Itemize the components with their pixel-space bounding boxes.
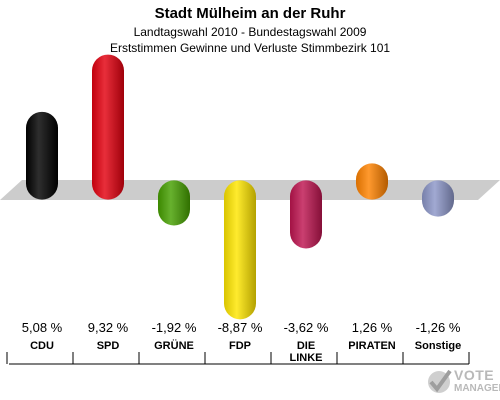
category-label: SPD bbox=[97, 340, 120, 352]
category-label: PIRATEN bbox=[348, 340, 396, 352]
bar-sonstige bbox=[422, 180, 454, 217]
bar-grüne bbox=[158, 180, 190, 226]
value-label: -1,26 % bbox=[416, 320, 461, 335]
bar-die-linke bbox=[290, 180, 322, 249]
bar-spd bbox=[92, 54, 124, 200]
value-labels-group: 5,08 % 9,32 % -1,92 % -8,87 % -3,62 % 1,26 % -… bbox=[22, 320, 461, 335]
logo-text-manager: MANAGER bbox=[454, 383, 500, 394]
category-label: Sonstige bbox=[415, 340, 461, 352]
chart-title: Stadt Mülheim an der Ruhr bbox=[155, 5, 346, 22]
category-label: GRÜNE bbox=[154, 339, 194, 352]
bar-piraten bbox=[356, 163, 388, 200]
chart-subtitle-1: Landtagswahl 2010 - Bundestagswahl 2009 bbox=[134, 25, 367, 39]
value-label: -3,62 % bbox=[284, 320, 329, 335]
category-label: LINKE bbox=[290, 352, 323, 364]
bar-fdp bbox=[224, 180, 256, 320]
category-label: CDU bbox=[30, 340, 54, 352]
category-label: DIE bbox=[297, 340, 315, 352]
value-label: -8,87 % bbox=[218, 320, 263, 335]
chart-subtitle-2: Erststimmen Gewinne und Verluste Stimmbe… bbox=[110, 41, 390, 55]
value-label: 5,08 % bbox=[22, 320, 63, 335]
vote-manager-logo: VOTE MANAGER bbox=[426, 365, 500, 400]
value-label: -1,92 % bbox=[152, 320, 197, 335]
category-label: FDP bbox=[229, 340, 251, 352]
ballot-check-icon bbox=[428, 369, 452, 393]
bar-cdu bbox=[26, 111, 58, 200]
value-label: 9,32 % bbox=[88, 320, 129, 335]
value-label: 1,26 % bbox=[352, 320, 393, 335]
bars-group bbox=[26, 54, 454, 320]
logo-text-vote: VOTE bbox=[454, 367, 495, 383]
